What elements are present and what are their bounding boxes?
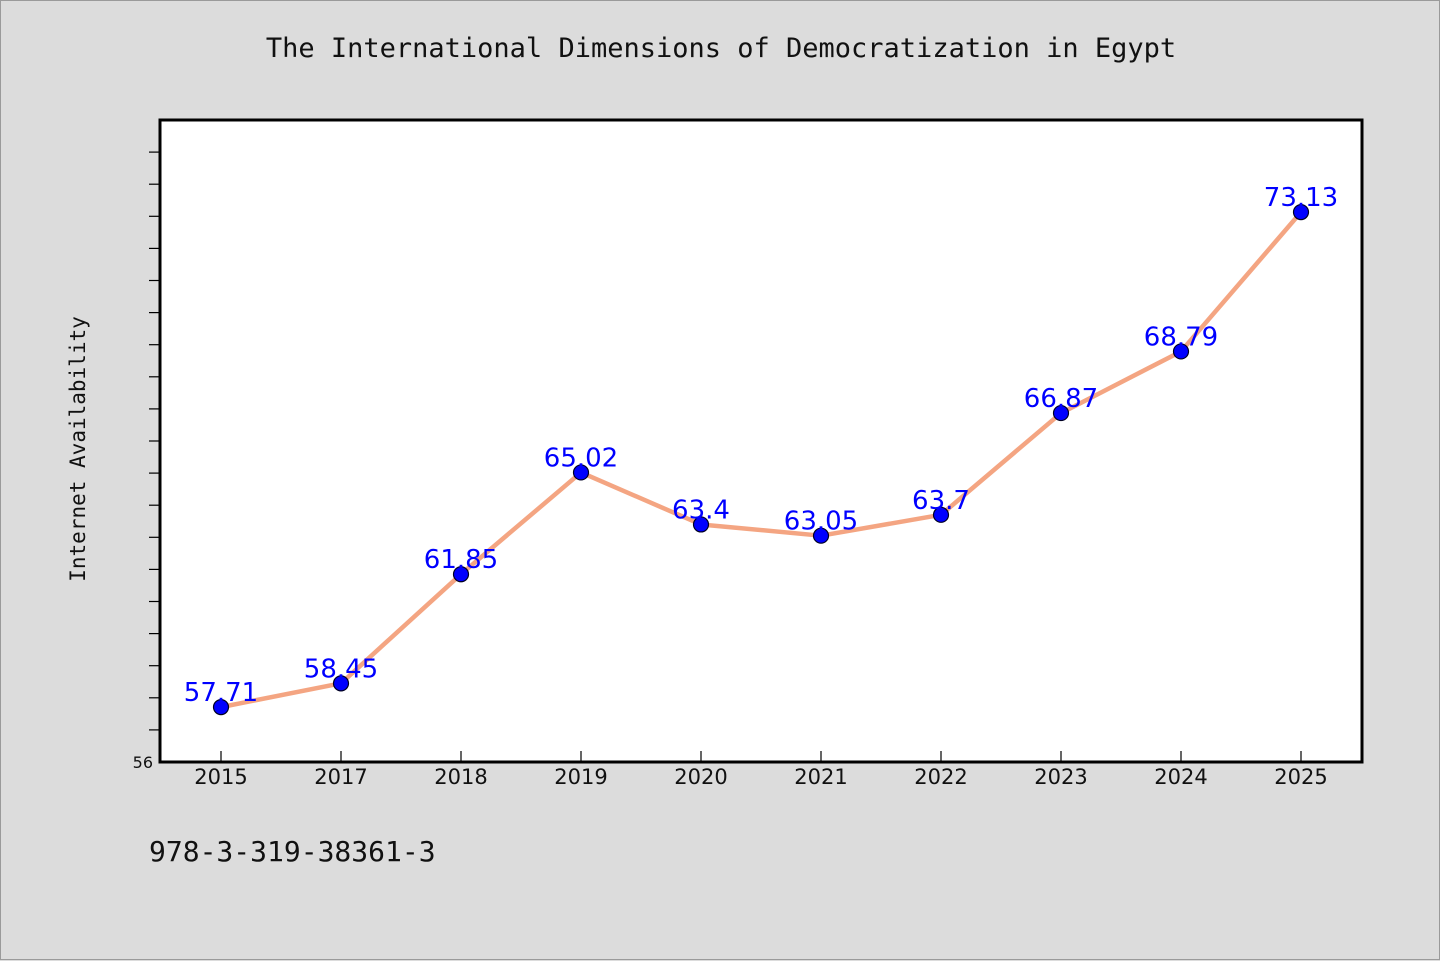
y-axis-ticks [149, 151, 160, 731]
data-label: 68.79 [1144, 322, 1218, 352]
plot-area [158, 118, 1364, 764]
x-tick-label: 2021 [794, 765, 847, 789]
data-label: 63.7 [912, 486, 970, 516]
data-point [692, 516, 710, 533]
x-tick-label: 2024 [1154, 765, 1207, 789]
data-label: 73.13 [1264, 183, 1338, 213]
data-label: 61.85 [424, 545, 498, 575]
data-label: 66.87 [1024, 384, 1098, 414]
data-point [812, 527, 830, 544]
data-label: 63.05 [784, 507, 858, 537]
chart-title: The International Dimensions of Democrat… [265, 33, 1177, 64]
x-axis-ticks [220, 751, 1302, 762]
data-markers [212, 204, 1310, 716]
x-tick-label: 2015 [194, 765, 247, 789]
x-tick-label: 2022 [914, 765, 967, 789]
x-tick-label: 2023 [1034, 765, 1087, 789]
series-line [218, 209, 1304, 710]
y-axis-tick-labels: 56 [133, 753, 153, 772]
data-label: 65.02 [544, 443, 618, 473]
x-tick-label: 2018 [434, 765, 487, 789]
data-point [1292, 204, 1310, 221]
x-axis-tick-labels: 2015 2017 2018 2019 2020 2021 2022 2023 2024 2025 [194, 765, 1327, 789]
data-point [572, 464, 590, 481]
data-point [452, 566, 470, 583]
data-point [332, 675, 350, 692]
data-label: 63.4 [672, 495, 730, 525]
data-point [1052, 404, 1070, 422]
data-point [1172, 343, 1190, 360]
x-tick-label: 2019 [554, 765, 607, 789]
data-label: 58.45 [304, 654, 378, 684]
data-labels: 57.71 58.45 61.85 65.02 63.4 63.05 63.7 66.87 68… [184, 183, 1338, 708]
data-point [932, 506, 950, 523]
isbn-text: 978-3-319-38361-3 [149, 835, 436, 868]
data-label: 57.71 [184, 678, 258, 708]
y-axis-title: Internet Availability [66, 316, 90, 582]
x-tick-label: 2025 [1274, 765, 1327, 789]
data-point [212, 699, 230, 716]
x-tick-label: 2017 [314, 765, 367, 789]
y-tick-label: 56 [133, 753, 153, 772]
x-tick-label: 2020 [674, 765, 727, 789]
